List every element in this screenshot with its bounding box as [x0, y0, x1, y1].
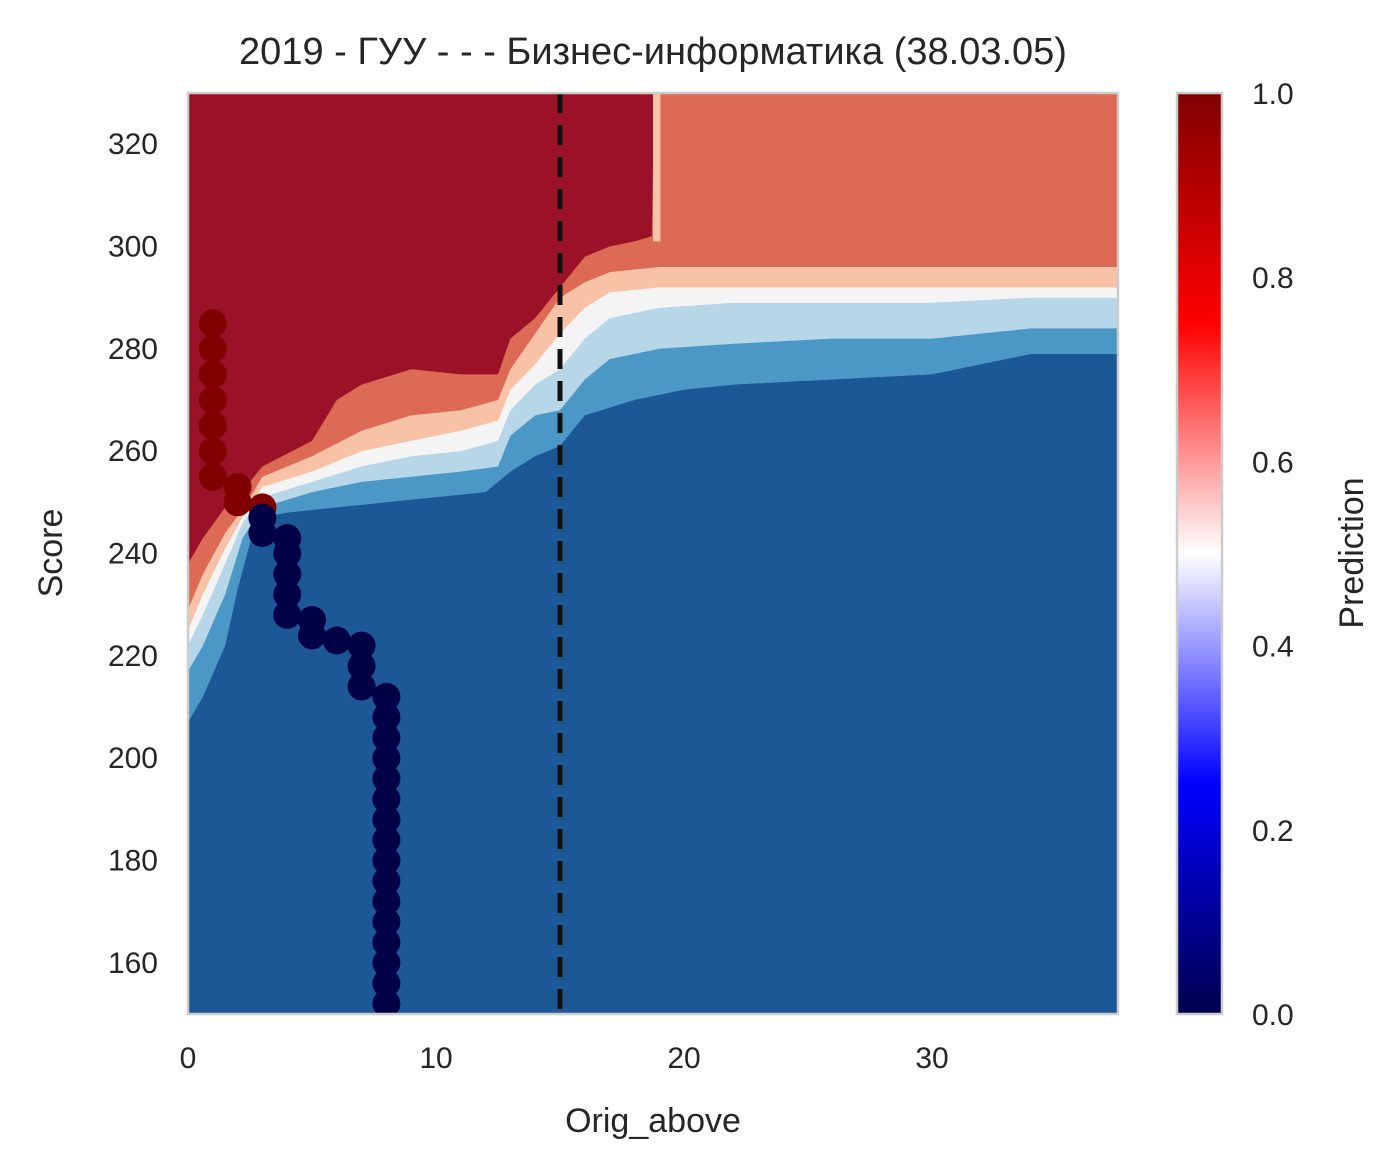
colorbar: 0.0 0.2 0.4 0.6 0.8 1.0 Prediction: [1175, 78, 1371, 1032]
contour-bands: [188, 93, 1118, 723]
y-tick-label: 160: [108, 947, 158, 980]
x-tick-label: 30: [915, 1042, 948, 1075]
data-point-1-13: [372, 682, 401, 711]
y-axis-label: Score: [32, 509, 70, 598]
x-axis-label: Orig_above: [565, 1102, 741, 1140]
data-point-1-3: [273, 539, 302, 568]
data-point-1-14: [372, 703, 401, 732]
data-point-1-12: [347, 672, 376, 701]
data-point-0-3: [198, 386, 227, 414]
x-tick-label: 20: [667, 1042, 700, 1075]
colorbar-tick-label: 0.2: [1252, 815, 1294, 848]
plot-area: [188, 93, 1118, 1014]
data-markers: [198, 309, 401, 1014]
y-tick-label: 200: [108, 742, 158, 775]
data-point-1-19: [372, 805, 401, 834]
y-tick-label: 260: [108, 435, 158, 468]
colorbar-tick-label: 0.6: [1252, 446, 1294, 479]
x-tick-label: 10: [419, 1042, 452, 1075]
y-tick-label: 320: [108, 128, 158, 161]
colorbar-tick-label: 0.8: [1252, 262, 1294, 295]
data-point-1-20: [372, 826, 401, 854]
data-point-1-21: [372, 846, 401, 875]
data-point-1-18: [372, 785, 401, 814]
data-point-1-23: [372, 887, 401, 916]
data-point-1-16: [372, 744, 401, 773]
x-axis: 0 10 20 30: [180, 1042, 949, 1075]
data-point-1-26: [372, 948, 401, 977]
data-point-1-24: [372, 907, 401, 936]
data-point-1-27: [372, 969, 401, 998]
y-tick-label: 180: [108, 845, 158, 878]
contour-seam: [653, 93, 661, 242]
contour-band-6: [188, 93, 655, 564]
data-point-1-10: [347, 631, 376, 660]
data-point-0-5: [198, 437, 227, 466]
data-point-1-5: [273, 580, 302, 609]
data-point-0-8: [223, 488, 252, 517]
data-point-1-9: [322, 626, 351, 655]
colorbar-tick-label: 1.0: [1252, 78, 1294, 111]
data-point-1-17: [372, 764, 401, 793]
y-tick-label: 300: [108, 231, 158, 264]
data-point-0-6: [198, 462, 227, 491]
y-tick-label: 280: [108, 333, 158, 366]
plot-frame: [186, 91, 1120, 1016]
data-point-1-22: [372, 867, 401, 895]
data-point-0-1: [198, 334, 227, 363]
y-tick-label: 240: [108, 538, 158, 571]
data-point-1-8: [298, 621, 326, 650]
x-tick-label: 0: [180, 1042, 197, 1075]
y-axis: 160 180 200 220 240 260 280 300 320: [108, 128, 158, 980]
data-point-0-0: [198, 309, 227, 338]
colorbar-gradient: [1175, 91, 1224, 1016]
y-tick-label: 220: [108, 640, 158, 673]
colorbar-label: Prediction: [1333, 477, 1371, 628]
chart-title: 2019 - ГУУ - - - Бизнес-информатика (38.…: [239, 31, 1067, 73]
data-point-0-4: [198, 411, 227, 440]
colorbar-tick-label: 0.0: [1252, 999, 1294, 1032]
data-point-0-2: [198, 360, 227, 389]
data-point-1-4: [273, 560, 302, 588]
data-point-1-28: [372, 989, 401, 1014]
colorbar-tick-label: 0.4: [1252, 631, 1294, 664]
data-point-1-25: [372, 928, 401, 957]
data-point-1-1: [248, 519, 277, 547]
colorbar-ticks: 0.0 0.2 0.4 0.6 0.8 1.0: [1252, 78, 1294, 1032]
data-point-1-15: [372, 723, 401, 752]
data-point-1-6: [273, 600, 302, 629]
data-point-1-11: [347, 652, 376, 681]
